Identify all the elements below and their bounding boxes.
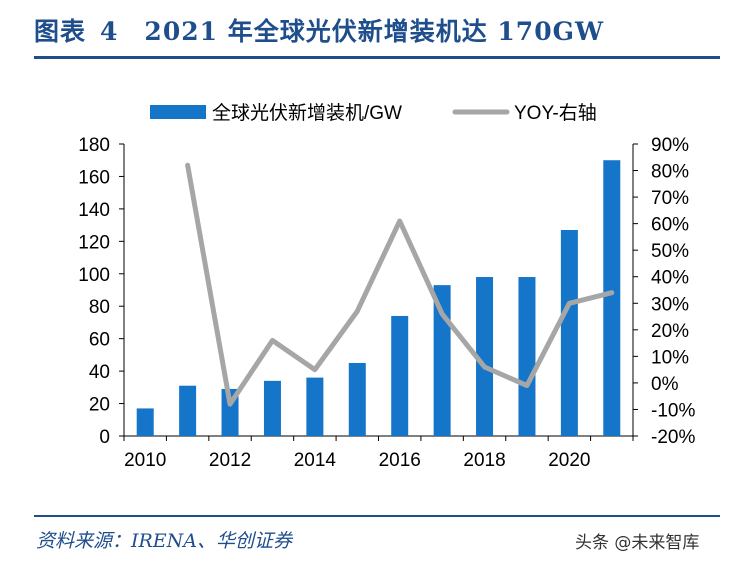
- x-tick-label: 2012: [209, 450, 251, 471]
- y-right-tick-label: 70%: [651, 188, 689, 209]
- y-right-tick-label: -20%: [651, 427, 695, 448]
- y-right-tick-label: 90%: [651, 135, 689, 156]
- watermark: 头条 @未来智库: [575, 528, 699, 553]
- y-right-tick-label: 60%: [651, 215, 689, 236]
- bar-2013: [263, 380, 281, 436]
- x-tick-label: 2020: [548, 450, 590, 471]
- bar-series: [136, 160, 621, 436]
- y-left-tick-label: 180: [78, 135, 110, 156]
- figure-label: 图表: [34, 17, 87, 46]
- yoy-line: [185, 162, 615, 407]
- header-rule: [34, 56, 720, 59]
- y-left-tick-label: 140: [78, 200, 110, 221]
- bar-2014: [306, 377, 324, 436]
- y-left-tick-label: 60: [89, 330, 110, 351]
- y-right-tick-label: 20%: [651, 321, 689, 342]
- yoy-series: [185, 162, 615, 407]
- bar-2021: [603, 160, 621, 436]
- bar-2010: [136, 408, 154, 436]
- bar-2011: [179, 385, 197, 436]
- bar-2015: [348, 363, 366, 436]
- legend-line-label: YOY-右轴: [514, 102, 597, 124]
- y-left-tick-label: 100: [78, 265, 110, 286]
- x-tick-label: 2010: [124, 450, 166, 471]
- legend-bar-label: 全球光伏新增装机/GW: [212, 102, 402, 124]
- y-left-tick-label: 160: [78, 167, 110, 188]
- y-right-tick-label: 0%: [651, 374, 679, 395]
- figure-title-text: 2021 年全球光伏新增装机达 170GW: [144, 17, 605, 46]
- bar-2017: [433, 285, 451, 436]
- x-tick-label: 2018: [463, 450, 505, 471]
- y-right-tick-label: 10%: [651, 347, 689, 368]
- y-right-tick-label: 40%: [651, 268, 689, 289]
- figure-title: 图表 4 2021 年全球光伏新增装机达 170GW: [34, 12, 604, 48]
- y-left-tick-label: 20: [89, 395, 110, 416]
- figure-number: 4: [100, 17, 119, 46]
- bar-2016: [391, 315, 409, 436]
- x-tick-label: 2016: [379, 450, 421, 471]
- y-right-tick-label: -10%: [651, 400, 695, 421]
- y-right-tick-label: 50%: [651, 241, 689, 262]
- legend-bar-swatch: [150, 105, 206, 119]
- y-left-tick-label: 0: [99, 427, 110, 448]
- legend: 全球光伏新增装机/GW YOY-右轴: [150, 102, 597, 124]
- axes: 0 20 40 60 80 100 120 140 160 180 -20% -10% 0% 10% 20%…: [78, 135, 695, 471]
- bar-2018: [476, 277, 494, 436]
- footer-rule: [34, 515, 720, 517]
- x-tick-label: 2014: [294, 450, 337, 471]
- source-note: 资料来源：IRENA、华创证券: [36, 530, 293, 552]
- y-left-tick-label: 80: [89, 297, 110, 318]
- bar-2020: [560, 229, 578, 436]
- y-right-tick-label: 80%: [651, 162, 689, 183]
- y-left-tick-label: 40: [89, 362, 110, 383]
- y-left-tick-label: 120: [78, 232, 110, 253]
- chart: 全球光伏新增装机/GW YOY-右轴 0 20 40 60 80 100 120 140 160…: [78, 102, 695, 471]
- y-right-tick-label: 30%: [651, 294, 689, 315]
- figure-header: 图表 4 2021 年全球光伏新增装机达 170GW: [0, 0, 736, 62]
- bar-2019: [518, 277, 536, 436]
- watermark-text: 头条 @未来智库: [575, 533, 700, 553]
